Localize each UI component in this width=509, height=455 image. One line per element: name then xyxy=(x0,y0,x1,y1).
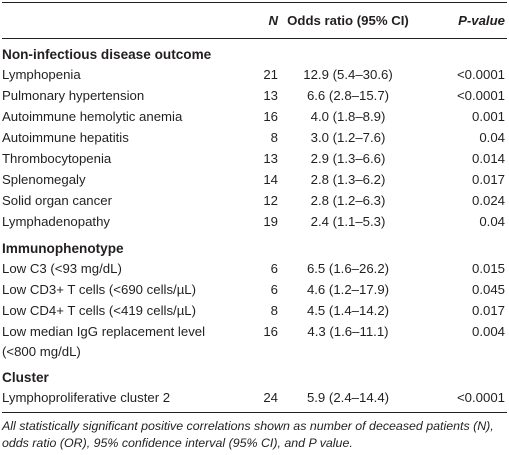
row-label: Low CD4+ T cells (<419 cells/µL) xyxy=(2,303,197,318)
row-label: Pulmonary hypertension xyxy=(2,88,145,103)
group-title: Cluster xyxy=(2,370,49,385)
data-row: Low median IgG replacement level (<800 m… xyxy=(2,322,507,362)
results-table: N Odds ratio (95% CI) P-value Non-infect… xyxy=(2,2,507,413)
row-odds-ratio: 4.5 (1.4–14.2) xyxy=(306,303,390,318)
row-label: Lymphoproliferative cluster 2 xyxy=(2,390,171,405)
row-p-value: 0.045 xyxy=(471,282,505,297)
row-n: 24 xyxy=(263,390,278,405)
row-n: 16 xyxy=(263,109,278,124)
row-p-value: 0.04 xyxy=(479,130,505,145)
data-row: Lymphadenopathy 19 2.4 (1.1–5.3) 0.04 xyxy=(2,212,507,233)
row-odds-ratio: 4.0 (1.8–8.9) xyxy=(310,109,386,124)
row-p-value: <0.0001 xyxy=(456,67,505,82)
row-label: Lymphopenia xyxy=(2,67,81,82)
header-p-value: P-value xyxy=(458,13,505,28)
data-row: Solid organ cancer 12 2.8 (1.2–6.3) 0.024 xyxy=(2,191,507,212)
row-odds-ratio: 2.4 (1.1–5.3) xyxy=(310,214,386,229)
header-label xyxy=(2,3,240,39)
row-n: 21 xyxy=(263,67,278,82)
row-p-value: <0.0001 xyxy=(456,88,505,103)
data-row: Thrombocytopenia 13 2.9 (1.3–6.6) 0.014 xyxy=(2,149,507,170)
header-n: N xyxy=(268,13,278,28)
row-label: Low CD3+ T cells (<690 cells/µL) xyxy=(2,282,197,297)
row-n: 6 xyxy=(270,261,278,276)
group-title: Immunophenotype xyxy=(2,241,124,256)
row-p-value: 0.017 xyxy=(471,303,505,318)
row-n: 13 xyxy=(263,151,278,166)
group-row: Non-infectious disease outcome xyxy=(2,39,507,66)
row-p-value: 0.001 xyxy=(471,109,505,124)
row-label: Autoimmune hemolytic anemia xyxy=(2,109,183,124)
data-row: Lymphopenia 21 12.9 (5.4–30.6) <0.0001 xyxy=(2,65,507,86)
row-odds-ratio: 4.6 (1.2–17.9) xyxy=(306,282,390,297)
row-odds-ratio: 2.8 (1.3–6.2) xyxy=(310,172,386,187)
footnote: All statistically significant positive c… xyxy=(2,419,494,450)
group-row: Cluster xyxy=(2,362,507,388)
table-header: N Odds ratio (95% CI) P-value xyxy=(2,2,507,39)
row-label: Lymphadenopathy xyxy=(2,214,111,229)
row-odds-ratio: 2.9 (1.3–6.6) xyxy=(310,151,386,166)
row-label: Autoimmune hepatitis xyxy=(2,130,129,145)
data-row: Low CD3+ T cells (<690 cells/µL) 6 4.6 (1.… xyxy=(2,280,507,301)
row-n: 19 xyxy=(263,214,278,229)
group-row: Immunophenotype xyxy=(2,233,507,259)
data-row: Autoimmune hepatitis 8 3.0 (1.2–7.6) 0.04 xyxy=(2,128,507,149)
row-p-value: 0.004 xyxy=(471,324,505,339)
data-row: Autoimmune hemolytic anemia 16 4.0 (1.8–8.… xyxy=(2,107,507,128)
header-row: N Odds ratio (95% CI) P-value xyxy=(2,2,507,39)
row-p-value: 0.014 xyxy=(471,151,505,166)
row-n: 13 xyxy=(263,88,278,103)
row-odds-ratio: 2.8 (1.2–6.3) xyxy=(310,193,386,208)
row-p-value: 0.017 xyxy=(471,172,505,187)
row-odds-ratio: 6.5 (1.6–26.2) xyxy=(306,261,390,276)
data-row: Lymphoproliferative cluster 2 24 5.9 (2.4–… xyxy=(2,388,507,413)
row-n: 6 xyxy=(270,282,278,297)
row-odds-ratio: 12.9 (5.4–30.6) xyxy=(303,67,393,82)
row-odds-ratio: 3.0 (1.2–7.6) xyxy=(310,130,386,145)
row-odds-ratio: 5.9 (2.4–14.4) xyxy=(306,390,390,405)
data-row: Splenomegaly 14 2.8 (1.3–6.2) 0.017 xyxy=(2,170,507,191)
row-label: Solid organ cancer xyxy=(2,193,112,208)
row-label: Thrombocytopenia xyxy=(2,151,112,166)
row-n: 12 xyxy=(263,193,278,208)
table-body: Non-infectious disease outcome Lymphopeni… xyxy=(2,39,507,413)
row-odds-ratio: 4.3 (1.6–11.1) xyxy=(307,324,389,339)
row-label: Splenomegaly xyxy=(2,172,86,187)
row-p-value: 0.015 xyxy=(471,261,505,276)
header-odds-ratio: Odds ratio (95% CI) xyxy=(287,13,409,28)
row-p-value: 0.04 xyxy=(479,214,505,229)
row-n: 8 xyxy=(270,130,278,145)
row-label: Low C3 (<93 mg/dL) xyxy=(2,261,122,276)
data-row: Low C3 (<93 mg/dL) 6 6.5 (1.6–26.2) 0.015 xyxy=(2,259,507,280)
row-n: 8 xyxy=(270,303,278,318)
data-row: Low CD4+ T cells (<419 cells/µL) 8 4.5 (1.… xyxy=(2,301,507,322)
row-odds-ratio: 6.6 (2.8–15.7) xyxy=(306,88,390,103)
row-n: 16 xyxy=(263,324,278,339)
row-label: Low median IgG replacement level (<800 m… xyxy=(2,324,206,359)
group-title: Non-infectious disease outcome xyxy=(2,47,212,62)
data-row: Pulmonary hypertension 13 6.6 (2.8–15.7) <0… xyxy=(2,86,507,107)
row-p-value: 0.024 xyxy=(471,193,505,208)
row-p-value: <0.0001 xyxy=(456,390,505,405)
row-n: 14 xyxy=(263,172,278,187)
